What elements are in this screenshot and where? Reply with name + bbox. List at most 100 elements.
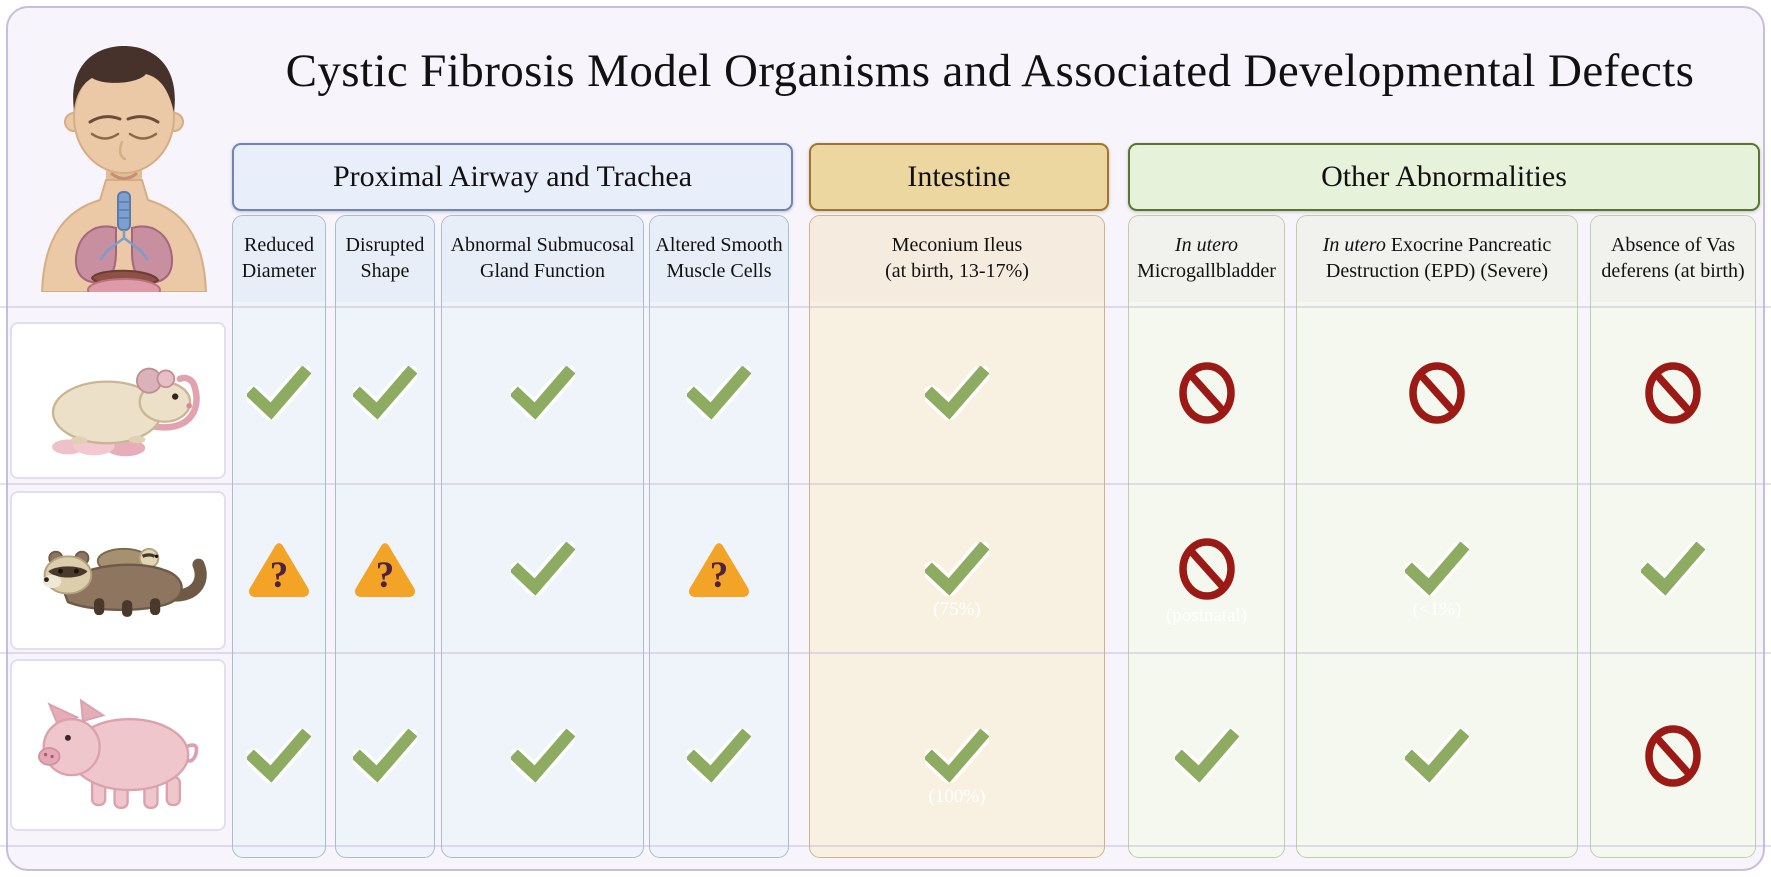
- column-header-disrupted-shape: Disrupted Shape: [336, 216, 434, 302]
- check-icon: [247, 729, 311, 783]
- ferret-row-image-cell: [10, 491, 226, 650]
- row-divider: [0, 652, 1771, 654]
- pig-microgallbladder-cell: [1129, 653, 1284, 859]
- row-divider: [0, 483, 1771, 485]
- check-icon: [510, 541, 575, 596]
- pig-altered-smooth-muscle-cells-cell: [650, 653, 788, 859]
- ferret-reduced-diameter-cell: ?: [233, 484, 325, 653]
- mark-note: (100%): [928, 786, 986, 807]
- ferret-illustration: [42, 548, 207, 618]
- group-header-label: Other Abnormalities: [1321, 160, 1567, 193]
- column-header-exocrine-pancreatic-destruction: In utero Exocrine Pancreatic Destruction…: [1297, 216, 1577, 302]
- column-header-meconium-ileus: Meconium Ileus (at birth, 13-17%): [810, 216, 1104, 302]
- ferret-exocrine-pancreatic-destruction-cell: (<1%): [1297, 484, 1577, 653]
- column-exocrine-pancreatic-destruction: In utero Exocrine Pancreatic Destruction…: [1296, 215, 1578, 858]
- ferret-abnormal-submucosal-gland-function-cell: [442, 484, 643, 653]
- pig-meconium-ileus-cell: (100%): [810, 653, 1104, 859]
- group-header-label: Intestine: [907, 160, 1011, 193]
- check-icon: [1405, 729, 1469, 783]
- column-header-label: In utero Microgallbladder: [1137, 234, 1276, 282]
- question-warning-icon: ?: [245, 539, 313, 599]
- column-header-label: Altered Smooth Muscle Cells: [655, 234, 783, 282]
- ferret-disrupted-shape-cell: ?: [336, 484, 434, 653]
- latin-term-italic: In utero: [1322, 234, 1386, 257]
- mouse-disrupted-shape-cell: [336, 302, 434, 484]
- human-anatomy-illustration: [40, 46, 208, 292]
- group-header-proximal-airway: Proximal Airway and Trachea: [232, 143, 793, 211]
- question-warning-icon: ?: [351, 539, 419, 599]
- column-header-label: Reduced Diameter: [241, 234, 317, 282]
- check-icon: [687, 366, 751, 420]
- mouse-abnormal-submucosal-gland-function-cell: [442, 302, 643, 484]
- prohibited-icon: (postnatal): [1166, 536, 1247, 626]
- column-disrupted-shape: Disrupted Shape ?: [335, 215, 435, 858]
- group-header-other-abnormalities: Other Abnormalities: [1128, 143, 1760, 211]
- check-icon: [510, 729, 575, 783]
- svg-text:?: ?: [270, 555, 289, 596]
- ferret-microgallbladder-cell: (postnatal): [1129, 484, 1284, 653]
- check-icon: [925, 366, 989, 420]
- prohibited-icon: [1642, 723, 1704, 789]
- question-warning-icon: ?: [685, 539, 753, 599]
- check-icon: (75%): [925, 541, 989, 620]
- column-abnormal-submucosal-gland-function: Abnormal Submucosal Gland Function: [441, 215, 644, 858]
- pig-reduced-diameter-cell: [233, 653, 325, 859]
- mark-note: (75%): [933, 598, 981, 620]
- mark-note: (postnatal): [1165, 604, 1248, 626]
- check-icon: (100%): [925, 729, 989, 807]
- column-header-abnormal-submucosal-gland-function: Abnormal Submucosal Gland Function: [442, 216, 643, 302]
- check-icon: [510, 366, 575, 420]
- group-header-label: Proximal Airway and Trachea: [332, 160, 693, 193]
- column-vas-deferens-absence: Absence of Vas deferens (at birth): [1590, 215, 1756, 858]
- pig-illustration: [37, 698, 199, 809]
- prohibited-icon: [1642, 360, 1704, 426]
- check-icon: [247, 366, 311, 420]
- svg-text:?: ?: [710, 555, 729, 596]
- column-header-label: Disrupted Shape: [345, 234, 425, 282]
- check-icon: [687, 729, 751, 783]
- pig-abnormal-submucosal-gland-function-cell: [442, 653, 643, 859]
- mouse-row-image-cell: [10, 322, 226, 479]
- mouse-illustration: [51, 367, 200, 457]
- svg-text:?: ?: [376, 555, 395, 596]
- column-header-label: In utero Exocrine Pancreatic Destruction…: [1322, 234, 1552, 282]
- column-header-vas-deferens-absence: Absence of Vas deferens (at birth): [1591, 216, 1755, 302]
- mouse-altered-smooth-muscle-cells-cell: [650, 302, 788, 484]
- ferret-altered-smooth-muscle-cells-cell: ?: [650, 484, 788, 653]
- ferret-meconium-ileus-cell: (75%): [810, 484, 1104, 653]
- mouse-reduced-diameter-cell: [233, 302, 325, 484]
- row-divider: [0, 845, 1771, 847]
- pig-disrupted-shape-cell: [336, 653, 434, 859]
- check-icon: [1174, 729, 1239, 783]
- check-icon: (<1%): [1405, 541, 1469, 620]
- prohibited-icon: [1176, 360, 1238, 426]
- mark-note: (<1%): [1412, 598, 1462, 620]
- ferret-vas-deferens-absence-cell: [1591, 484, 1755, 653]
- figure-title: Cystic Fibrosis Model Organisms and Asso…: [285, 45, 1695, 97]
- prohibited-icon: [1406, 360, 1468, 426]
- latin-term-italic: In utero: [1174, 234, 1239, 257]
- pig-vas-deferens-absence-cell: [1591, 653, 1755, 859]
- column-header-label: Meconium Ileus (at birth, 13-17%): [885, 234, 1029, 282]
- column-microgallbladder: In utero Microgallbladder (postnatal): [1128, 215, 1285, 858]
- column-header-label: Absence of Vas deferens (at birth): [1601, 234, 1745, 282]
- pig-exocrine-pancreatic-destruction-cell: [1297, 653, 1577, 859]
- column-altered-smooth-muscle-cells: Altered Smooth Muscle Cells ?: [649, 215, 789, 858]
- column-header-label: Abnormal Submucosal Gland Function: [450, 234, 635, 282]
- column-reduced-diameter: Reduced Diameter ?: [232, 215, 326, 858]
- row-divider: [0, 306, 1771, 308]
- mouse-exocrine-pancreatic-destruction-cell: [1297, 302, 1577, 484]
- column-header-reduced-diameter: Reduced Diameter: [233, 216, 325, 302]
- column-header-altered-smooth-muscle-cells: Altered Smooth Muscle Cells: [650, 216, 788, 302]
- check-icon: [353, 366, 417, 420]
- column-header-microgallbladder: In utero Microgallbladder: [1129, 216, 1284, 302]
- mouse-microgallbladder-cell: [1129, 302, 1284, 484]
- column-meconium-ileus: Meconium Ileus (at birth, 13-17%) (75%) (…: [809, 215, 1105, 858]
- pig-row-image-cell: [10, 659, 226, 831]
- check-icon: [1641, 541, 1705, 596]
- mouse-vas-deferens-absence-cell: [1591, 302, 1755, 484]
- group-header-intestine: Intestine: [809, 143, 1109, 211]
- check-icon: [353, 729, 417, 783]
- mouse-meconium-ileus-cell: [810, 302, 1104, 484]
